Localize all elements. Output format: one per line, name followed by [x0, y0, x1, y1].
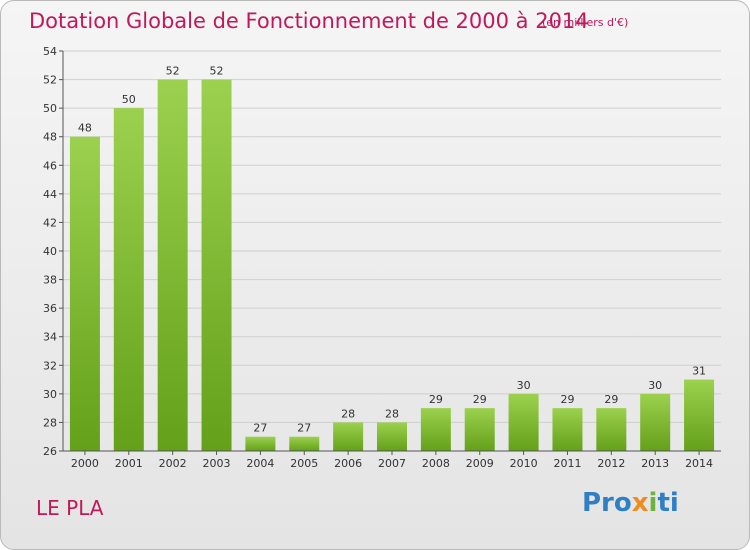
y-tick-label: 26: [43, 445, 57, 458]
x-tick-label: 2014: [685, 457, 713, 470]
data-label: 30: [517, 379, 531, 392]
data-label: 28: [341, 407, 355, 420]
y-tick-label: 38: [43, 274, 57, 287]
bar: [377, 422, 407, 451]
proxiti-logo[interactable]: Proxiti: [582, 488, 679, 518]
logo-part: ti: [657, 488, 679, 518]
x-tick-label: 2007: [378, 457, 406, 470]
y-tick-label: 42: [43, 216, 57, 229]
data-label: 50: [122, 93, 136, 106]
data-label: 27: [253, 422, 267, 435]
data-label: 29: [429, 393, 443, 406]
bar: [157, 79, 188, 452]
y-tick-label: 46: [43, 159, 57, 172]
x-tick-label: 2011: [553, 457, 581, 470]
x-tick-label: 2012: [597, 457, 625, 470]
x-tick-label: 2009: [466, 457, 494, 470]
x-tick-label: 2001: [115, 457, 143, 470]
data-label: 29: [604, 393, 618, 406]
x-tick-label: 2010: [510, 457, 538, 470]
bar: [69, 136, 100, 451]
x-tick-label: 2008: [422, 457, 450, 470]
x-tick-label: 2002: [159, 457, 187, 470]
bar: [333, 422, 364, 451]
data-label: 29: [473, 393, 487, 406]
y-tick-label: 52: [43, 74, 57, 87]
data-label: 30: [648, 379, 662, 392]
x-tick-label: 2004: [246, 457, 274, 470]
data-label: 27: [297, 422, 311, 435]
y-tick-label: 28: [43, 416, 57, 429]
y-tick-label: 30: [43, 388, 57, 401]
logo-part: x: [631, 488, 649, 518]
data-label: 28: [385, 407, 399, 420]
chart-title: Dotation Globale de Fonctionnement de 20…: [29, 9, 589, 33]
bar: [201, 79, 232, 452]
data-label: 52: [210, 65, 224, 78]
y-tick-label: 48: [43, 131, 57, 144]
bar: [640, 393, 671, 451]
bar: [113, 108, 144, 452]
data-label: 52: [166, 65, 180, 78]
y-tick-label: 40: [43, 245, 57, 258]
chart-unit: (en milliers d'€): [542, 16, 629, 29]
x-tick-label: 2006: [334, 457, 362, 470]
bar: [596, 408, 627, 451]
bar: [552, 408, 583, 451]
x-tick-label: 2003: [203, 457, 231, 470]
bar: [289, 436, 320, 451]
x-tick-label: 2013: [641, 457, 669, 470]
bar: [245, 436, 276, 451]
y-tick-label: 50: [43, 102, 57, 115]
data-label: 48: [78, 122, 92, 135]
bar: [508, 393, 539, 451]
bar: [684, 379, 715, 451]
y-tick-label: 32: [43, 359, 57, 372]
y-tick-label: 54: [43, 45, 57, 58]
logo-part: Pro: [582, 488, 632, 518]
x-tick-label: 2005: [290, 457, 318, 470]
data-label: 31: [692, 365, 706, 378]
y-tick-label: 44: [43, 188, 57, 201]
y-tick-label: 34: [43, 331, 57, 344]
y-tick-label: 36: [43, 302, 57, 315]
bar: [420, 408, 451, 451]
bar: [464, 408, 495, 451]
x-tick-label: 2000: [71, 457, 99, 470]
data-label: 29: [560, 393, 574, 406]
logo-part: i: [648, 488, 658, 518]
commune-name: LE PLA: [36, 496, 104, 520]
